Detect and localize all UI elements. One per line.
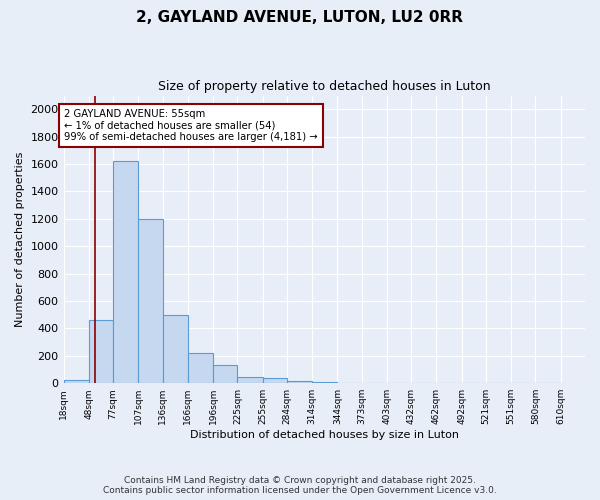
Bar [238,377,263,383]
X-axis label: Distribution of detached houses by size in Luton: Distribution of detached houses by size … [190,430,459,440]
Bar [287,381,312,383]
Text: 2 GAYLAND AVENUE: 55sqm
← 1% of detached houses are smaller (54)
99% of semi-det: 2 GAYLAND AVENUE: 55sqm ← 1% of detached… [64,110,318,142]
Bar [163,314,188,383]
Bar [138,219,163,383]
Bar [312,382,337,383]
Bar [213,366,238,383]
Bar [64,380,89,383]
Y-axis label: Number of detached properties: Number of detached properties [15,152,25,327]
Bar [113,162,138,383]
Text: Contains HM Land Registry data © Crown copyright and database right 2025.
Contai: Contains HM Land Registry data © Crown c… [103,476,497,495]
Bar [188,353,213,383]
Bar [263,378,287,383]
Bar [89,320,113,383]
Title: Size of property relative to detached houses in Luton: Size of property relative to detached ho… [158,80,491,93]
Bar [337,382,362,383]
Text: 2, GAYLAND AVENUE, LUTON, LU2 0RR: 2, GAYLAND AVENUE, LUTON, LU2 0RR [137,10,464,25]
